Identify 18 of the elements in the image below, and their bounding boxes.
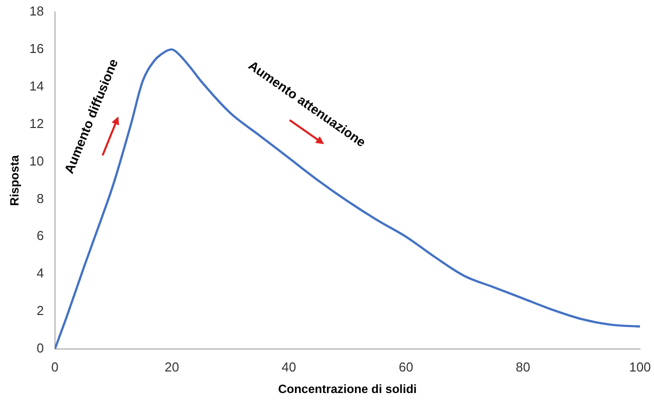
y-tick-label: 16 <box>29 41 44 56</box>
x-tick-label: 40 <box>282 359 296 374</box>
y-tick-label: 10 <box>29 153 44 168</box>
x-tick-label: 100 <box>629 359 651 374</box>
y-tick-label: 6 <box>36 228 44 244</box>
y-tick-label: 4 <box>36 266 44 281</box>
y-tick-label: 2 <box>36 303 44 318</box>
y-tick-label: 8 <box>36 190 44 206</box>
y-axis-title: Risposta <box>8 154 22 206</box>
y-tick-label: 12 <box>29 116 44 131</box>
x-axis-title: Concentrazione di solidi <box>278 382 417 396</box>
x-tick-label: 0 <box>51 359 58 374</box>
x-tick-label: 80 <box>516 359 530 374</box>
x-tick-label: 20 <box>164 359 180 374</box>
x-tick-label: 60 <box>398 359 414 374</box>
y-tick-label: 14 <box>29 78 44 94</box>
y-tick-label: 18 <box>29 4 44 19</box>
y-tick-label: 0 <box>36 340 44 356</box>
